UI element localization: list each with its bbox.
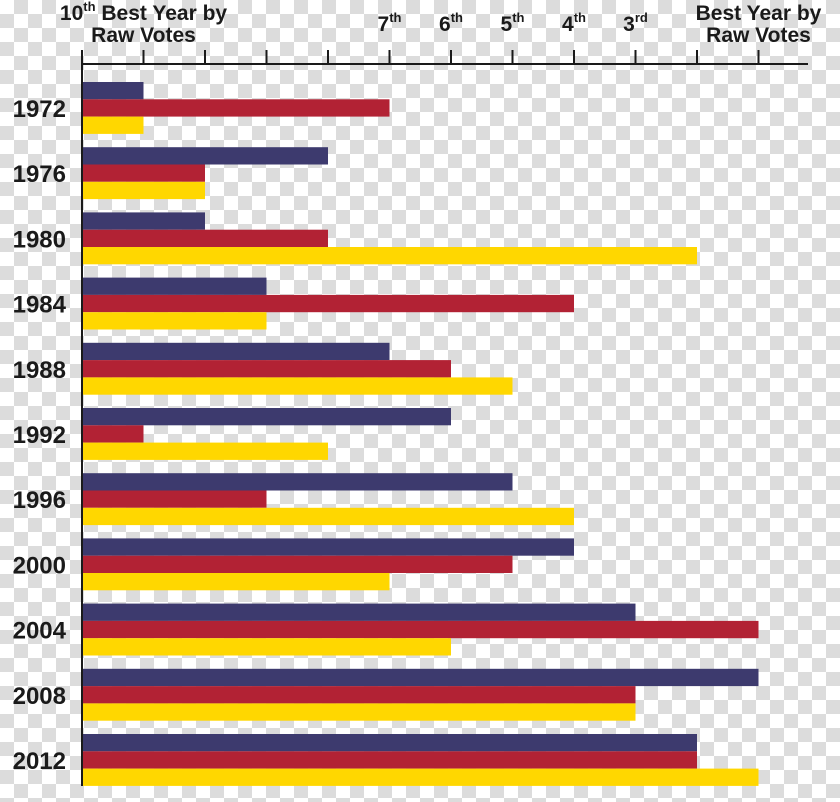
bar-1976-series-2: [82, 164, 205, 182]
bar-1996-series-1: [82, 473, 513, 491]
bar-2012-series-2: [82, 751, 697, 769]
bar-2008-series-3: [82, 703, 636, 721]
bar-1996-series-2: [82, 490, 267, 508]
bar-2000-series-2: [82, 555, 513, 573]
bar-1980-series-1: [82, 212, 205, 230]
x-tick-label: Best Year by: [696, 2, 822, 25]
x-tick-label: 5th: [501, 10, 525, 36]
bar-1984-series-2: [82, 294, 574, 313]
bar-1988-series-1: [82, 342, 390, 361]
x-tick-label: 3rd: [623, 10, 648, 36]
bar-1976-series-3: [82, 181, 205, 200]
bar-1980-series-2: [82, 229, 328, 247]
x-tick-label: 10th Best Year by: [60, 0, 227, 25]
year-label-2000: 2000: [13, 552, 66, 579]
bar-1984-series-1: [82, 277, 267, 295]
year-label-1988: 1988: [13, 357, 66, 384]
bar-1980-series-3: [82, 247, 697, 265]
bar-2012-series-1: [82, 734, 697, 752]
bar-1972-series-3: [82, 116, 144, 134]
x-tick-label: 4th: [562, 10, 586, 36]
year-label-1992: 1992: [13, 422, 66, 449]
year-label-1980: 1980: [13, 226, 66, 253]
bar-2004-series-1: [82, 603, 636, 621]
year-label-1984: 1984: [13, 292, 67, 319]
bar-2004-series-2: [82, 620, 759, 639]
bar-2000-series-3: [82, 573, 390, 591]
bar-1972-series-2: [82, 99, 390, 117]
bar-2012-series-3: [82, 768, 759, 786]
bar-2008-series-1: [82, 668, 759, 687]
bar-1976-series-1: [82, 147, 328, 165]
x-tick-label: 6th: [439, 10, 463, 36]
x-tick-label: 7th: [378, 10, 402, 36]
year-label-1996: 1996: [13, 487, 66, 514]
year-label-2004: 2004: [13, 618, 67, 645]
year-label-2012: 2012: [13, 748, 66, 775]
x-tick-label-line2: Raw Votes: [706, 24, 811, 47]
bar-1992-series-2: [82, 425, 144, 443]
bar-1988-series-2: [82, 360, 451, 378]
bar-2008-series-2: [82, 686, 636, 704]
y-labels-layer: 1972 1976 1980 1984 1988 1992 1996 2000 2004 2008…: [13, 96, 67, 775]
bar-1988-series-3: [82, 377, 513, 395]
bar-2004-series-3: [82, 638, 451, 656]
bar-1972-series-1: [82, 82, 144, 100]
year-label-2008: 2008: [13, 683, 66, 710]
x-tick-label-line2: Raw Votes: [91, 24, 196, 47]
year-label-1972: 1972: [13, 96, 66, 123]
bar-1992-series-1: [82, 408, 451, 426]
axis-layer: [81, 63, 808, 786]
year-label-1976: 1976: [13, 161, 66, 188]
bar-1996-series-3: [82, 507, 574, 526]
bar-2000-series-1: [82, 538, 574, 556]
bar-1992-series-3: [82, 442, 328, 460]
bar-1984-series-3: [82, 312, 267, 330]
bars-layer: [82, 82, 759, 786]
